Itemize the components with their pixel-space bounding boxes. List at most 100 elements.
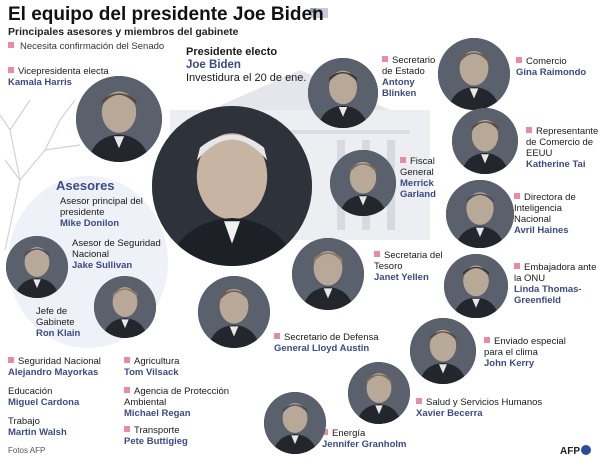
label-walsh: Trabajo Martin Walsh bbox=[8, 416, 108, 438]
portrait-placeholder-icon bbox=[330, 150, 396, 216]
role-mayorkas: Seguridad Nacional bbox=[8, 356, 118, 367]
role-text-haines: Directora de Inteligencia Nacional bbox=[514, 192, 576, 225]
label-mayorkas: Seguridad Nacional Alejandro Mayorkas bbox=[8, 356, 118, 378]
portrait-placeholder-icon bbox=[444, 254, 508, 318]
role-text-austin: Secretario de Defensa bbox=[284, 332, 379, 343]
label-blinken: Secretario de Estado Antony Blinken bbox=[382, 55, 442, 99]
label-tai: Representante de Comercio de EEUU Katheri… bbox=[526, 126, 600, 170]
senate-marker-icon bbox=[526, 127, 532, 133]
label-haines: Directora de Inteligencia Nacional Avril … bbox=[514, 192, 600, 236]
name-walsh: Martin Walsh bbox=[8, 427, 67, 438]
portrait-haines bbox=[446, 180, 514, 248]
label-cardona: Educación Miguel Cardona bbox=[8, 386, 108, 408]
page-subtitle: Principales asesores y miembros del gabi… bbox=[8, 26, 239, 38]
role-text-yellen: Secretaria del Tesoro bbox=[374, 250, 443, 272]
name-harris: Kamala Harris bbox=[8, 77, 72, 88]
role-text-garland: Fiscal General bbox=[400, 156, 435, 178]
role-buttigieg: Transporte bbox=[124, 425, 224, 436]
portrait-placeholder-icon bbox=[452, 108, 518, 174]
label-thomas: Embajadora ante la ONU Linda Thomas-Green… bbox=[514, 262, 600, 306]
senate-marker-icon bbox=[514, 193, 520, 199]
role-text-klain: Jefe de Gabinete bbox=[36, 306, 75, 328]
name-cardona: Miguel Cardona bbox=[8, 397, 80, 408]
label-klain: Jefe de Gabinete Ron Klain bbox=[36, 306, 92, 339]
portrait-biden bbox=[152, 106, 312, 266]
name-austin: General Lloyd Austin bbox=[274, 343, 370, 354]
name-garland: Merrick Garland bbox=[400, 178, 436, 200]
portrait-placeholder-icon bbox=[292, 238, 364, 310]
role-text-sullivan: Asesor de Seguridad Nacional bbox=[72, 238, 161, 260]
portrait-placeholder-icon bbox=[438, 38, 510, 110]
portrait-kerry bbox=[410, 318, 476, 384]
label-regan: Agencia de Protección Ambiental Michael R… bbox=[124, 386, 234, 419]
role-text-vilsack: Agricultura bbox=[134, 356, 180, 367]
label-harris: Vicepresidenta electa Kamala Harris bbox=[8, 66, 128, 88]
portrait-thomas bbox=[444, 254, 508, 318]
role-text-donilon: Asesor principal del presidente bbox=[60, 196, 143, 218]
portrait-blinken bbox=[308, 58, 378, 128]
name-buttigieg: Pete Buttigieg bbox=[124, 436, 188, 447]
name-regan: Michael Regan bbox=[124, 408, 191, 419]
portrait-placeholder-icon bbox=[264, 392, 326, 454]
name-sullivan: Jake Sullivan bbox=[72, 260, 133, 271]
senate-marker-icon bbox=[516, 57, 522, 63]
label-granholm: Energía Jennifer Granholm bbox=[322, 428, 442, 450]
label-austin: Secretario de Defensa General Lloyd Austi… bbox=[274, 332, 394, 354]
role-austin: Secretario de Defensa bbox=[274, 332, 394, 343]
name-kerry: John Kerry bbox=[484, 358, 535, 369]
role-klain: Jefe de Gabinete bbox=[36, 306, 92, 328]
legend-text: Necesita confirmación del Senado bbox=[20, 41, 165, 52]
label-kerry: Enviado especial para el clima John Kerry bbox=[484, 336, 568, 369]
role-text-harris: Vicepresidenta electa bbox=[18, 66, 109, 77]
name-granholm: Jennifer Granholm bbox=[322, 439, 407, 450]
role-granholm: Energía bbox=[322, 428, 442, 439]
legend-senate: Necesita confirmación del Senado bbox=[8, 41, 164, 52]
role-text-raimondo: Comercio bbox=[526, 56, 567, 67]
name-blinken: Antony Blinken bbox=[382, 77, 417, 99]
role-text-buttigieg: Transporte bbox=[134, 425, 180, 436]
portrait-placeholder-icon bbox=[308, 58, 378, 128]
label-raimondo: Comercio Gina Raimondo bbox=[516, 56, 600, 78]
portrait-sullivan bbox=[6, 236, 68, 298]
portrait-placeholder-icon bbox=[152, 106, 312, 266]
role-donilon: Asesor principal del presidente bbox=[60, 196, 170, 218]
name-thomas: Linda Thomas-Greenfield bbox=[514, 284, 582, 306]
role-text-tai: Representante de Comercio de EEUU bbox=[526, 126, 599, 159]
president-note: Investidura el 20 de ene. bbox=[186, 72, 307, 84]
page-title: El equipo del presidente Joe Biden bbox=[8, 4, 324, 25]
role-sullivan: Asesor de Seguridad Nacional bbox=[72, 238, 162, 260]
portrait-tai bbox=[452, 108, 518, 174]
portrait-placeholder-icon bbox=[6, 236, 68, 298]
role-haines: Directora de Inteligencia Nacional bbox=[514, 192, 600, 225]
photo-credit: Fotos AFP bbox=[8, 446, 46, 455]
name-donilon: Mike Donilon bbox=[60, 218, 120, 229]
label-vilsack: Agricultura Tom Vilsack bbox=[124, 356, 224, 378]
name-vilsack: Tom Vilsack bbox=[124, 367, 179, 378]
portrait-yellen bbox=[292, 238, 364, 310]
portrait-placeholder-icon bbox=[198, 276, 270, 348]
afp-logo: AFP bbox=[560, 445, 591, 457]
role-text-becerra: Salud y Servicios Humanos bbox=[426, 397, 543, 408]
name-tai: Katherine Tai bbox=[526, 159, 586, 170]
portrait-placeholder-icon bbox=[76, 76, 162, 162]
name-haines: Avril Haines bbox=[514, 225, 569, 236]
role-text-cardona: Educación bbox=[8, 386, 53, 397]
senate-marker-icon bbox=[124, 426, 130, 432]
portrait-placeholder-icon bbox=[94, 276, 156, 338]
senate-marker-icon bbox=[322, 429, 328, 435]
label-becerra: Salud y Servicios Humanos Xavier Becerra bbox=[416, 397, 556, 419]
senate-marker-icon bbox=[8, 42, 14, 48]
portrait-becerra bbox=[348, 362, 410, 424]
role-regan: Agencia de Protección Ambiental bbox=[124, 386, 234, 408]
portrait-austin bbox=[198, 276, 270, 348]
advisors-heading: Asesores bbox=[56, 178, 115, 193]
role-thomas: Embajadora ante la ONU bbox=[514, 262, 600, 284]
portrait-klain bbox=[94, 276, 156, 338]
role-text-regan: Agencia de Protección Ambiental bbox=[124, 386, 230, 408]
tree-branches-decoration bbox=[0, 99, 81, 250]
portrait-placeholder-icon bbox=[446, 180, 514, 248]
senate-marker-icon bbox=[484, 337, 490, 343]
senate-marker-icon bbox=[416, 398, 422, 404]
portrait-garland bbox=[330, 150, 396, 216]
portrait-placeholder-icon bbox=[410, 318, 476, 384]
